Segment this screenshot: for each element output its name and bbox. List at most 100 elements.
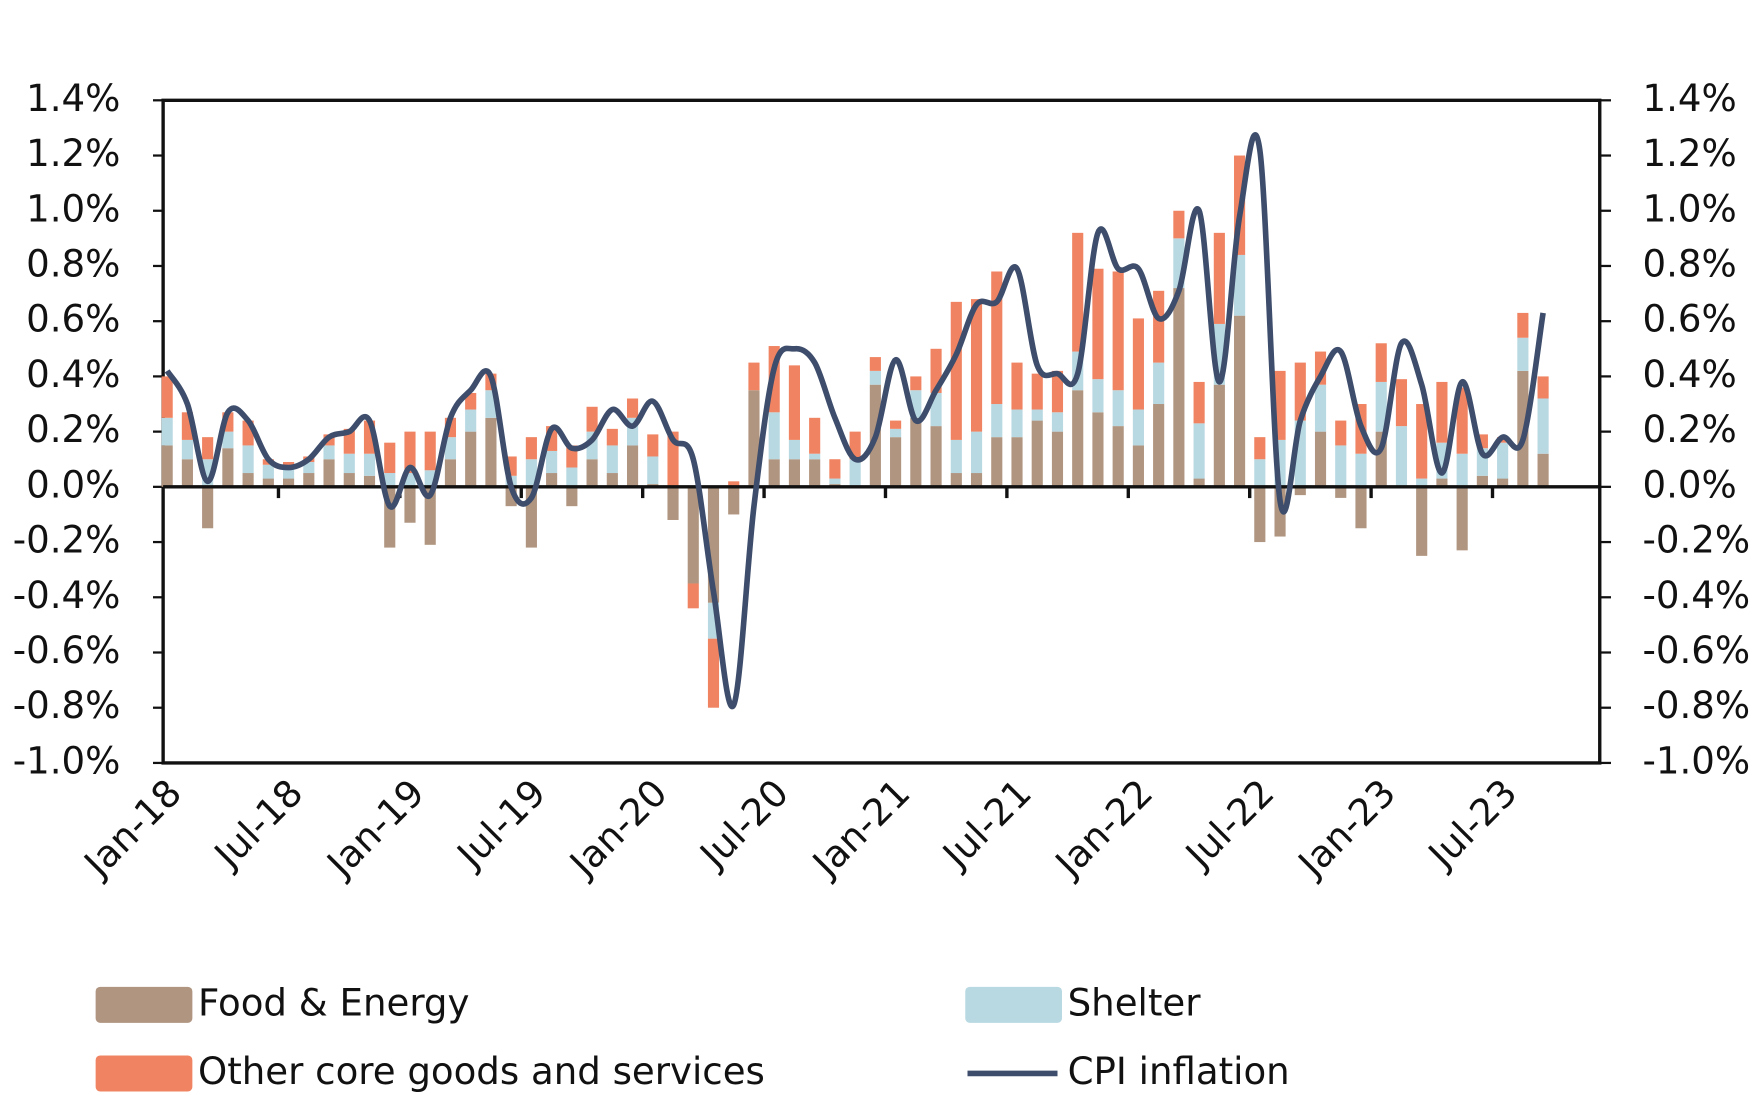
bar-segment (404, 431, 416, 474)
bar-segment (525, 486, 537, 548)
bar-segment (1436, 381, 1448, 443)
bar-segment (1254, 437, 1266, 460)
x-tick-label: Jul-20 (691, 771, 797, 877)
bar-segment (869, 357, 881, 371)
x-tick-label: Jan-18 (75, 771, 190, 886)
bar-segment (788, 365, 800, 440)
bar-segment (667, 486, 679, 520)
x-tick-label: Jul-18 (205, 771, 311, 877)
bar-segment (1314, 431, 1327, 487)
bar-segment (1355, 453, 1367, 487)
y2-tick-label: -0.8% (1643, 684, 1751, 727)
y2-tick-label: -0.4% (1643, 574, 1751, 617)
bar-segment (1153, 290, 1165, 363)
y2-tick-label: -1.0% (1643, 739, 1751, 782)
bar-segment (1173, 210, 1185, 239)
bar-segment (1193, 381, 1205, 424)
bar-segment (910, 376, 922, 391)
bar-segment (283, 478, 295, 487)
bar-segment (849, 431, 861, 460)
y-tick-label: 1.4% (26, 77, 120, 120)
y-tick-label: 1.2% (26, 132, 120, 175)
bar-segment (1051, 412, 1064, 432)
bar-segment (890, 420, 902, 429)
bar-segment (1375, 381, 1387, 432)
bar-segment (647, 456, 659, 485)
bar-segment (444, 459, 457, 487)
legend-swatch (95, 1055, 193, 1092)
bar-segment (586, 431, 598, 460)
bar-segment (910, 417, 922, 487)
bar-segment (1092, 412, 1104, 487)
bar-segment (566, 445, 578, 468)
bar-segment (1476, 434, 1488, 449)
bar-segment (222, 431, 234, 449)
bar-segment (970, 431, 983, 474)
bar-segment (1092, 379, 1104, 413)
bar-segment (586, 406, 598, 432)
bar-segment (404, 486, 416, 523)
bar-segment (343, 428, 355, 454)
bar-segment (1274, 370, 1286, 440)
bar-segment (546, 473, 558, 487)
bar-segment (404, 473, 416, 487)
bar-segment (546, 450, 558, 474)
bar-segment (1314, 351, 1327, 385)
bar-segment (1395, 426, 1408, 487)
bar-segment (1537, 376, 1549, 399)
bar-segment (707, 486, 720, 603)
x-tick-label: Jul-21 (933, 771, 1039, 877)
bar-segment (242, 473, 254, 487)
bar-segment (1092, 268, 1104, 380)
bar-segment (950, 439, 962, 474)
bar-segment (829, 459, 841, 479)
bar-segment (181, 459, 193, 487)
y2-tick-label: 0.8% (1643, 242, 1737, 285)
bar-segment (1072, 232, 1084, 352)
bar-segment (343, 453, 355, 474)
bar-segment (242, 420, 254, 446)
bar-segment (1314, 384, 1327, 432)
bar-segment (991, 271, 1003, 405)
y-tick-label: 1.0% (26, 187, 120, 230)
x-tick-label: Jul-23 (1419, 771, 1525, 877)
bar-segment (626, 417, 639, 446)
bar-segment (1234, 254, 1246, 316)
bar-segment (991, 404, 1003, 438)
bar-segment (809, 417, 821, 454)
bar-segment (647, 434, 659, 457)
legend-swatch (95, 986, 193, 1023)
bar-segment (1011, 409, 1023, 438)
bar-segment (222, 412, 234, 432)
bar-segment (202, 486, 214, 529)
bar-segment (384, 442, 396, 474)
bar-segment (384, 473, 396, 487)
bar-segment (890, 437, 902, 487)
bar-segment (1476, 448, 1488, 476)
bar-segment (667, 431, 679, 487)
bar-segment (363, 475, 376, 487)
bar-segment (788, 439, 800, 460)
y-tick-label: 0.0% (26, 463, 120, 506)
x-tick-label: Jan-20 (560, 771, 675, 886)
x-tick-label: Jan-23 (1289, 771, 1404, 886)
bar-segment (849, 459, 861, 487)
y-tick-label: 0.8% (26, 242, 120, 285)
bar-segment (1051, 431, 1064, 487)
bar-segment (1375, 343, 1387, 382)
bar-segment (363, 453, 376, 476)
bar-segment (1416, 404, 1428, 479)
bar-segment (444, 437, 457, 460)
y2-tick-label: 1.4% (1643, 77, 1737, 120)
y-tick-label: 0.4% (26, 353, 120, 396)
bar-segment (748, 362, 760, 391)
bar-segment (626, 398, 639, 418)
bar-segment (809, 453, 821, 460)
bar-segment (202, 459, 214, 487)
bar-segment (525, 459, 537, 487)
bar-segment (1476, 475, 1488, 487)
bar-segment (384, 486, 396, 548)
bar-segment (1294, 420, 1306, 487)
bar-segment (161, 417, 173, 446)
bar-segment (970, 473, 983, 487)
